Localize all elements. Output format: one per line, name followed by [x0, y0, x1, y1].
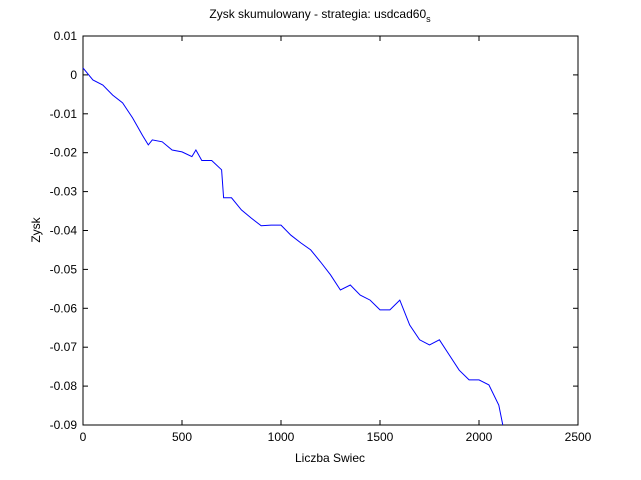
y-axis-label: Zysk	[29, 216, 43, 242]
y-tick-label: -0.02	[50, 146, 78, 160]
title-subscript: s	[426, 14, 431, 24]
y-tick-label: -0.09	[50, 418, 78, 432]
y-tick-label: -0.05	[50, 262, 78, 276]
x-tick-label: 1500	[367, 430, 394, 444]
y-tick-label: 0.01	[54, 29, 78, 43]
chart-title: Zysk skumulowany - strategia: usdcad60s	[209, 7, 431, 24]
y-tick-label: -0.08	[50, 379, 78, 393]
y-tick-label: -0.06	[50, 301, 78, 315]
x-tick-label: 2000	[466, 430, 493, 444]
y-tick-label: -0.01	[50, 107, 78, 121]
x-axis-label: Liczba Swiec	[295, 451, 365, 465]
x-tick-label: 500	[172, 430, 192, 444]
y-tick-label: -0.04	[50, 224, 78, 238]
x-tick-label: 0	[80, 430, 87, 444]
data-line	[82, 67, 504, 426]
y-tick-label: -0.07	[50, 340, 78, 354]
x-tick-label: 1000	[268, 430, 295, 444]
y-tick-label: -0.03	[50, 185, 78, 199]
x-tick-label: 2500	[565, 430, 592, 444]
title-text: Zysk skumulowany - strategia: usdcad60	[209, 7, 426, 21]
y-tick-label: 0	[70, 68, 77, 82]
